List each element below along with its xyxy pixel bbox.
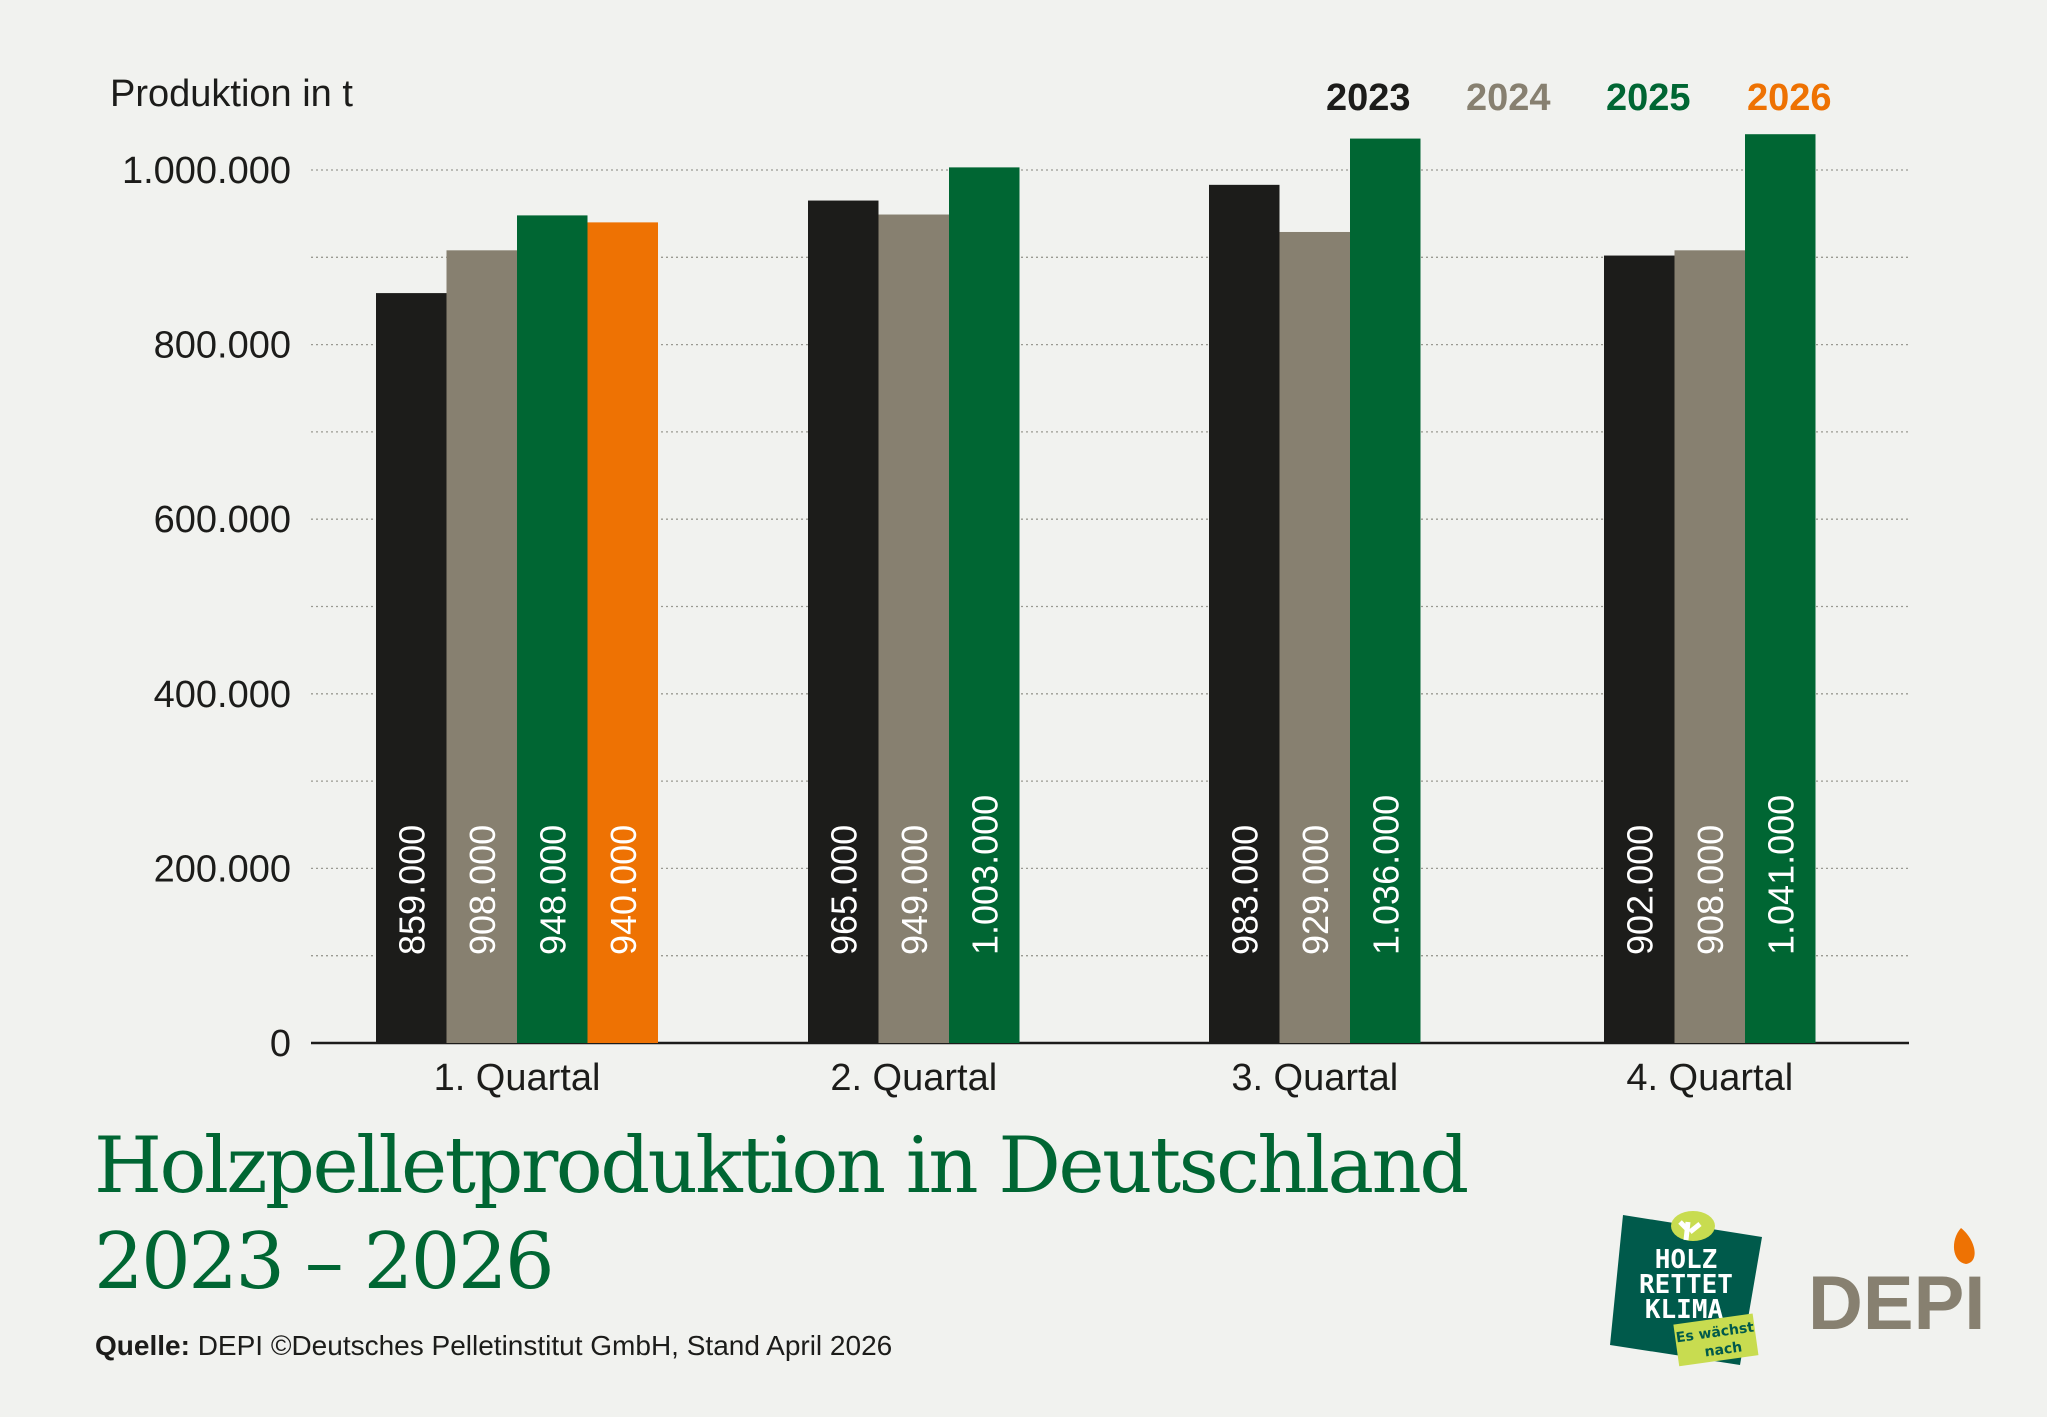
bar-2024-q1 [446, 250, 517, 1044]
x-tick-label: 3. Quartal [1231, 1057, 1398, 1099]
legend-entry-2023: 2023 [1326, 77, 1411, 119]
x-tick-label: 2. Quartal [830, 1057, 997, 1099]
y-tick-label: 400.000 [154, 674, 291, 716]
title-line-1: Holzpelletproduktion in Deutschland [94, 1121, 1469, 1211]
bar-2025-q3 [1350, 138, 1421, 1043]
y-tick-label: 200.000 [154, 848, 291, 890]
data-label: 965.000 [823, 825, 864, 955]
y-axis-title: Produktion in t [110, 73, 353, 115]
data-label: 1.003.000 [964, 795, 1005, 955]
data-label: 1.041.000 [1760, 795, 1801, 955]
x-tick-label: 4. Quartal [1626, 1057, 1793, 1099]
legend-entry-2025: 2025 [1606, 77, 1691, 119]
bar-2023-q4 [1604, 255, 1675, 1043]
data-label: 1.036.000 [1365, 795, 1406, 955]
data-label: 983.000 [1224, 825, 1265, 955]
y-tick-label: 1.000.000 [122, 150, 291, 192]
data-label: 859.000 [391, 825, 432, 955]
source-text: DEPI ©Deutsches Pelletinstitut GmbH, Sta… [197, 1330, 893, 1361]
y-tick-label: 800.000 [154, 325, 291, 367]
bar-2023-q3 [1209, 184, 1280, 1043]
data-label: 949.000 [894, 825, 935, 955]
source-label: Quelle: [95, 1330, 190, 1361]
legend-entry-2026: 2026 [1747, 77, 1832, 119]
data-label: 908.000 [1690, 825, 1731, 955]
chart-title: Holzpelletproduktion in Deutschland 2023… [94, 1118, 1469, 1310]
bar-2024-q4 [1674, 250, 1745, 1044]
bar-2025-q4 [1745, 134, 1816, 1043]
data-label: 948.000 [532, 825, 573, 955]
data-label: 908.000 [462, 825, 503, 955]
legend-entry-2024: 2024 [1466, 77, 1551, 119]
bar-2023-q1 [376, 293, 447, 1043]
source-note: Quelle: DEPI ©Deutsches Pelletinstitut G… [95, 1330, 892, 1362]
data-label: 902.000 [1619, 825, 1660, 955]
title-line-2: 2023 – 2026 [94, 1217, 555, 1307]
data-label: 929.000 [1295, 825, 1336, 955]
bar-2025-q2 [949, 167, 1020, 1044]
x-tick-label: 1. Quartal [434, 1057, 601, 1099]
bar-2026-q1 [587, 222, 658, 1043]
bar-2023-q2 [808, 200, 879, 1043]
bar-2024-q3 [1279, 231, 1350, 1043]
y-tick-label: 0 [270, 1023, 291, 1065]
bar-2024-q2 [878, 214, 949, 1043]
y-tick-label: 600.000 [154, 499, 291, 541]
bar-2025-q1 [517, 215, 588, 1043]
data-label: 940.000 [603, 825, 644, 955]
